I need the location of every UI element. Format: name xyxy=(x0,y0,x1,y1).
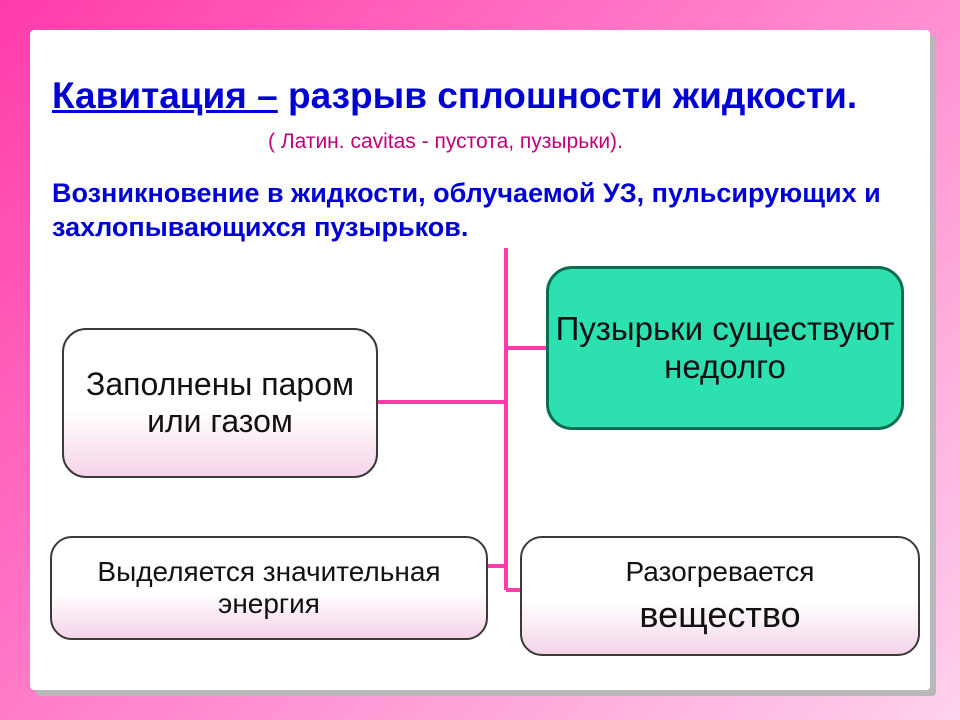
node-heats-substance-line1: Разогревается xyxy=(626,556,815,588)
slide-title: Кавитация – разрыв сплошности жидкости. xyxy=(52,72,872,121)
stage: Кавитация – разрыв сплошности жидкости. … xyxy=(0,0,960,720)
node-short-lived-bubbles-label: Пузырьки существуют недолго xyxy=(549,310,901,386)
node-filled-vapor-gas-label: Заполнены паром или газом xyxy=(64,366,376,440)
node-heats-substance-line2: вещество xyxy=(639,594,800,635)
etymology-note: ( Латин. cavitas - пустота, пузырьки). xyxy=(268,130,623,154)
node-heats-substance: Разогревается вещество xyxy=(520,536,920,656)
node-energy-release-label: Выделяется значительная энергия xyxy=(52,556,486,620)
title-term: Кавитация – xyxy=(52,75,278,116)
node-filled-vapor-gas: Заполнены паром или газом xyxy=(62,328,378,478)
subtitle-text: Возникновение в жидкости, облучаемой УЗ,… xyxy=(52,176,892,244)
node-short-lived-bubbles: Пузырьки существуют недолго xyxy=(546,266,904,430)
title-rest: разрыв сплошности жидкости. xyxy=(278,75,857,116)
node-energy-release: Выделяется значительная энергия xyxy=(50,536,488,640)
